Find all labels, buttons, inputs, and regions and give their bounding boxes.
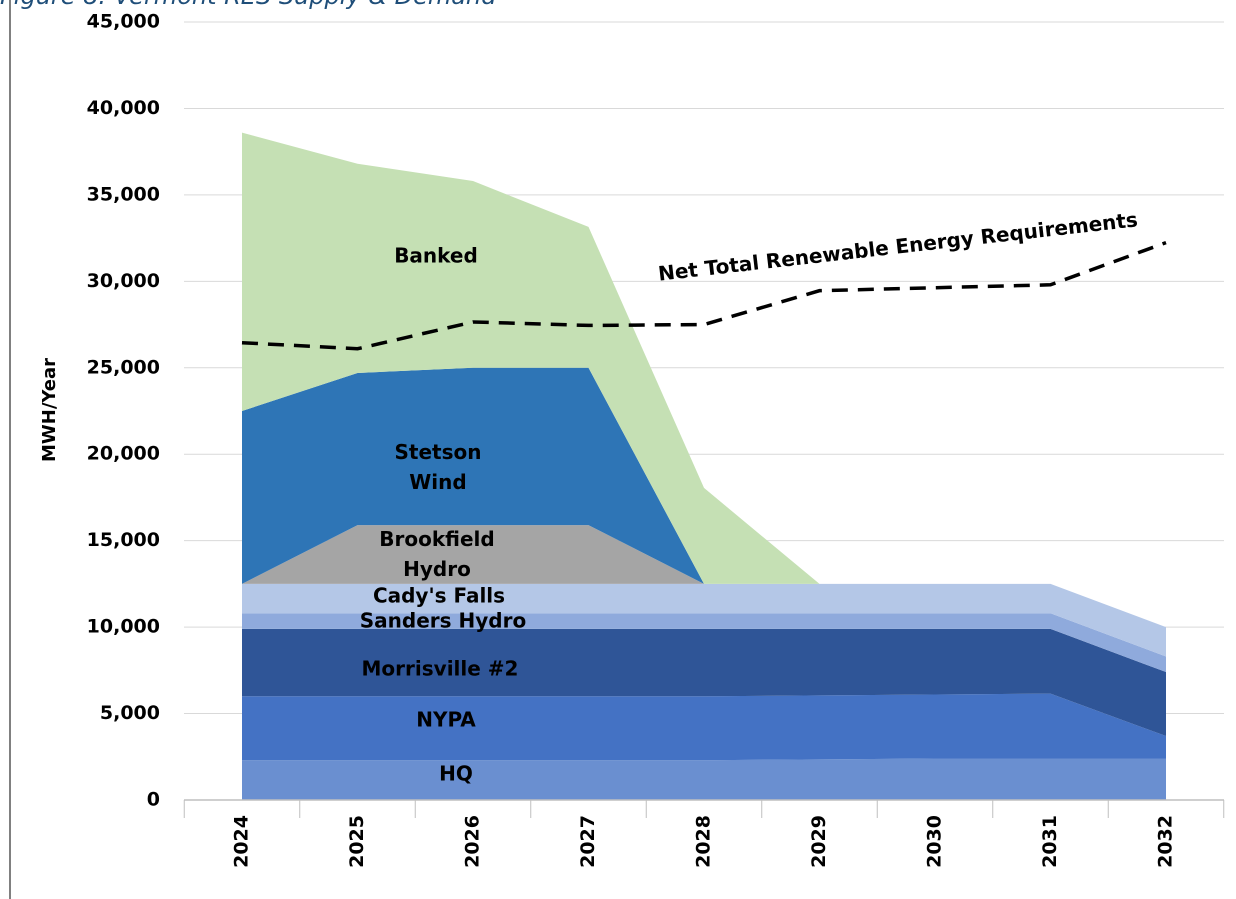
y-axis-label: MWH/Year [39,358,60,462]
area-label: HQ [439,762,473,786]
y-tick-label: 15,000 [87,529,160,551]
area [242,525,1166,628]
area-label: Banked [394,244,478,268]
x-tick-label: 2026 [462,815,484,868]
y-tick-label: 45,000 [87,11,160,33]
x-tick-label: 2024 [231,815,253,868]
y-tick-label: 25,000 [87,356,160,378]
area-label: Brookfield Hydro [379,527,494,581]
area [242,693,1166,761]
x-tick-label: 2030 [924,815,946,868]
area-label: Stetson Wind [395,440,482,494]
x-tick-label: 2027 [577,815,599,868]
y-tick-label: 20,000 [87,443,160,465]
area-label: Cady's Falls [373,584,505,608]
y-tick-label: 10,000 [87,616,160,638]
area [242,132,1166,628]
area [242,367,1166,628]
x-tick-label: 2028 [693,815,715,868]
y-tick-label: 40,000 [87,97,160,119]
line-label: Net Total Renewable Energy Requirements [657,207,1139,285]
area [242,628,1166,737]
x-tick-label: 2025 [346,815,368,868]
y-tick-label: 35,000 [87,183,160,205]
area-label: Morrisville #2 [362,657,519,681]
y-tick-label: 30,000 [87,270,160,292]
area-label: NYPA [416,708,476,732]
x-tick-label: 2031 [1039,815,1061,868]
chart-title: Figure 8: Vermont RES Supply & Demand [0,0,497,10]
area [242,758,1166,800]
x-tick-label: 2029 [808,815,830,868]
area [242,583,1166,657]
area [242,613,1166,673]
area-label: Sanders Hydro [360,609,526,633]
y-tick-label: 0 [147,789,160,811]
y-tick-label: 5,000 [100,702,160,724]
x-tick-label: 2032 [1155,815,1177,868]
